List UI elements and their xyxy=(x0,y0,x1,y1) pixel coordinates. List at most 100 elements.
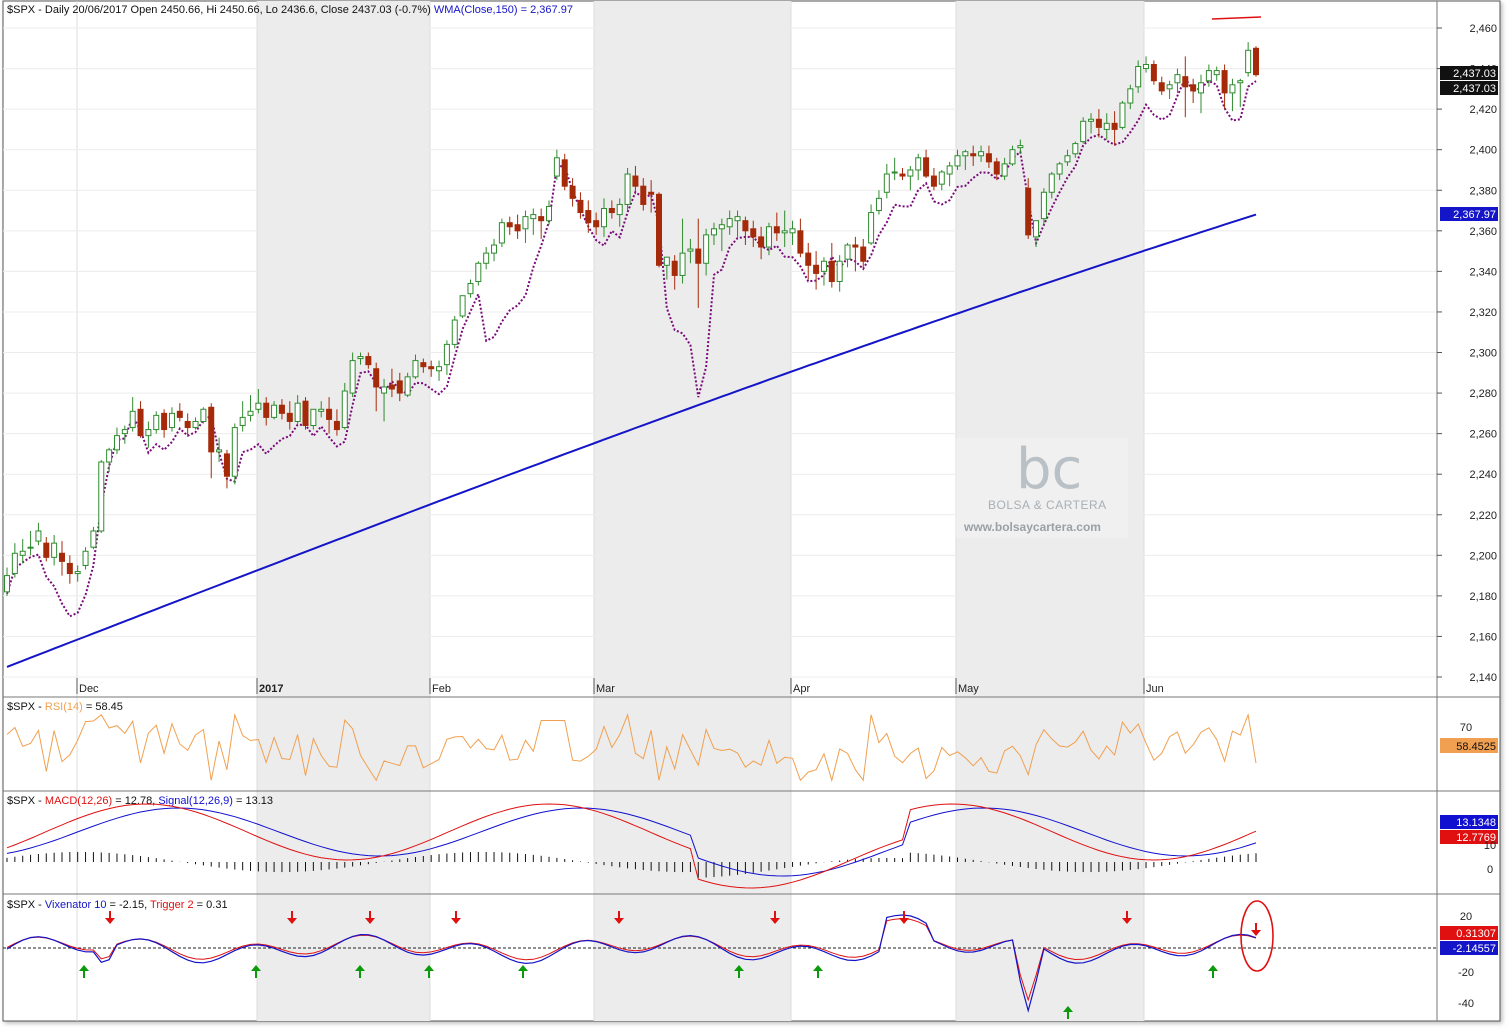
macd-value-tag: 12.7769 xyxy=(1456,832,1496,844)
candle xyxy=(263,397,270,426)
vix-tick-neg20: -20 xyxy=(1458,967,1474,979)
candle xyxy=(373,362,380,412)
candle xyxy=(844,242,851,268)
candle-body xyxy=(530,214,537,220)
price-tick-label: 2,300 xyxy=(1469,348,1497,360)
candle xyxy=(883,163,890,199)
candle-body xyxy=(365,356,372,366)
wma-line xyxy=(6,213,1257,668)
candle-body xyxy=(844,244,851,260)
candle xyxy=(601,198,608,237)
candle-body xyxy=(1001,163,1008,177)
candle-body xyxy=(333,420,340,431)
price-tick-label: 2,360 xyxy=(1469,226,1497,238)
candle-body xyxy=(805,252,812,266)
candle-body xyxy=(742,220,749,232)
candle xyxy=(82,547,89,570)
candle xyxy=(1253,46,1259,77)
candle xyxy=(129,397,136,432)
candle xyxy=(648,180,655,213)
price-tick-label: 2,320 xyxy=(1469,307,1497,319)
candle xyxy=(286,401,293,430)
signal-value-tag: 13.1348 xyxy=(1456,817,1496,829)
candle-body xyxy=(750,228,757,238)
candle-body xyxy=(113,435,120,451)
candle-body xyxy=(938,171,945,185)
candle-body xyxy=(781,230,788,234)
candle xyxy=(891,157,898,181)
price-tick-label: 2,140 xyxy=(1469,672,1497,684)
rsi-value-tag: 58.4525 xyxy=(1456,741,1496,753)
candle-body xyxy=(1143,64,1150,70)
arrow-head xyxy=(424,965,434,971)
candle xyxy=(1088,113,1095,134)
arrow-head xyxy=(813,965,823,971)
sell-arrow-icon xyxy=(899,911,909,924)
candle-body xyxy=(993,161,1000,175)
candle-body xyxy=(373,368,380,388)
sell-arrow-icon xyxy=(614,911,624,924)
candle-body xyxy=(161,412,168,431)
candle xyxy=(616,198,623,227)
candle xyxy=(223,449,230,489)
candle-body xyxy=(404,376,411,396)
candle-body xyxy=(278,404,285,414)
macd-tick-10: 10 xyxy=(1484,840,1496,852)
candle xyxy=(985,145,992,168)
candle-body xyxy=(1182,76,1189,88)
candle xyxy=(58,541,65,576)
candle xyxy=(168,407,175,432)
candle-body xyxy=(302,400,309,427)
trigger-polyline xyxy=(6,918,1257,1002)
rsi-tag-bg xyxy=(1440,738,1498,753)
wma-value-tag: 2,367.97 xyxy=(1453,209,1496,221)
candle xyxy=(184,413,191,436)
price-tick-label: 2,340 xyxy=(1469,266,1497,278)
arrow-head xyxy=(770,918,780,924)
candle-body xyxy=(208,406,215,453)
candle-body xyxy=(381,386,388,394)
candle xyxy=(514,214,521,239)
last-price-tag: 2,437.03 xyxy=(1453,68,1496,80)
candle xyxy=(326,397,333,434)
candle xyxy=(561,153,568,191)
candle-body xyxy=(978,151,985,157)
candle xyxy=(695,218,702,308)
candle-body xyxy=(954,155,961,167)
price-gridlines xyxy=(3,27,1437,678)
arrow-head xyxy=(79,965,89,971)
candle-body xyxy=(1253,47,1259,76)
candle-body xyxy=(820,260,827,272)
candle-body xyxy=(695,248,702,264)
candle-body xyxy=(451,319,458,345)
month-label: 2017 xyxy=(259,683,283,695)
candle xyxy=(113,427,120,454)
candle xyxy=(239,401,246,432)
candle-body xyxy=(27,546,34,549)
candle-body xyxy=(428,366,435,370)
candle xyxy=(121,425,128,444)
candle xyxy=(483,247,490,270)
candle-body xyxy=(828,260,835,283)
candle xyxy=(797,218,804,258)
candle-body xyxy=(1095,118,1102,128)
candle-body xyxy=(192,420,199,429)
candle-body xyxy=(891,171,898,174)
signal-polyline xyxy=(6,807,1257,877)
candle xyxy=(412,354,419,379)
candle xyxy=(74,565,81,582)
candle-body xyxy=(946,165,953,175)
candle xyxy=(765,222,772,256)
candle xyxy=(1001,157,1008,181)
candle-body xyxy=(883,173,890,193)
candle xyxy=(773,212,780,241)
rsi-label: $SPX - RSI(14) = 58.45 xyxy=(7,701,123,713)
month-label: Dec xyxy=(79,683,99,695)
candle xyxy=(1064,149,1071,166)
price-tick-label: 2,400 xyxy=(1469,145,1497,157)
month-label: May xyxy=(958,683,979,695)
candle xyxy=(318,401,325,418)
candle-body xyxy=(522,216,529,230)
candle xyxy=(365,352,372,369)
